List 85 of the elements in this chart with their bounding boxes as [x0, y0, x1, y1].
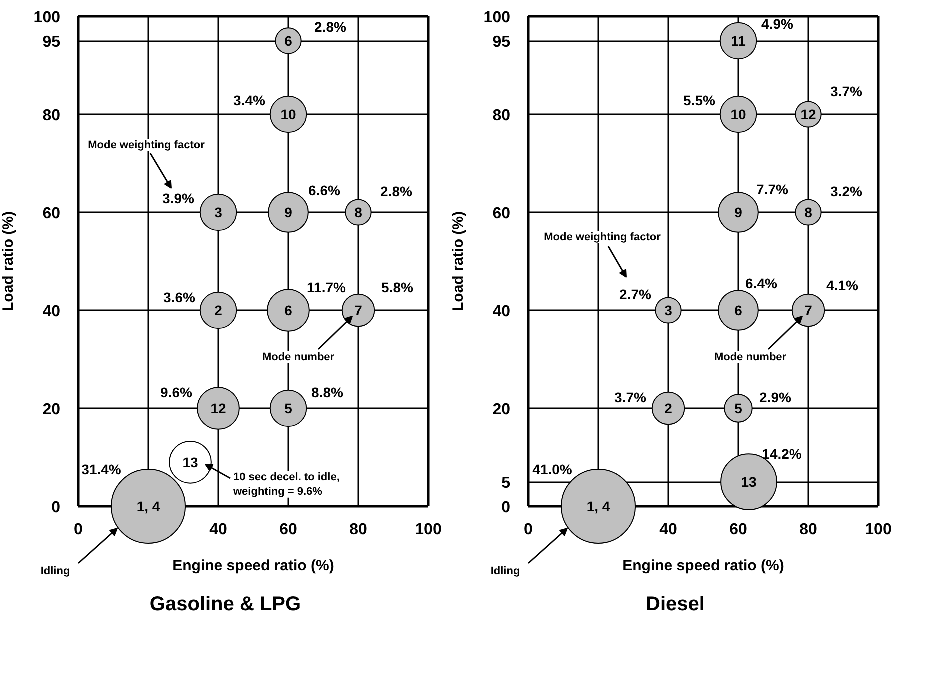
text: Idling [40, 566, 70, 578]
y-tick-label: 0 [502, 500, 511, 516]
annotation: 4.1% [826, 278, 860, 294]
text: Gasoline & LPG [150, 594, 302, 616]
annotation: 6 [284, 33, 293, 49]
annotation: 3.6% [164, 290, 196, 306]
x-tick-label: 100 [415, 522, 442, 538]
annotation: 6.6% [308, 182, 342, 198]
annotation: 8 [354, 204, 363, 220]
text: Idling [490, 566, 520, 578]
annotation: 10 [730, 106, 746, 122]
annotation: 5 [734, 400, 743, 416]
annotation: Mode number [262, 352, 336, 364]
annotation: 41.0% [532, 462, 573, 478]
annotation: 31.4% [82, 462, 122, 478]
annotation: 11 [731, 33, 746, 49]
y-tick-label: 100 [34, 10, 61, 26]
y-tick-label: 95 [42, 34, 61, 51]
annotation: 11.7% [307, 280, 347, 296]
y-tick-label: 20 [492, 402, 511, 418]
annotation: 6.4% [746, 276, 778, 292]
annotation: 9.6% [160, 384, 194, 400]
annotation: 1, 4 [586, 498, 610, 514]
x-tick-label: 100 [865, 522, 892, 538]
text: Diesel [646, 594, 705, 616]
y-tick-label: 0 [52, 500, 61, 516]
y-tick-label: 60 [42, 206, 61, 222]
y-axis-title: Load ratio (%) [450, 211, 467, 312]
annotation: 9 [284, 204, 293, 220]
x-tick-label: 0 [524, 522, 534, 538]
annotation: 12 [210, 400, 226, 416]
x-tick-label: 40 [210, 522, 228, 538]
y-tick-label: 80 [492, 108, 511, 124]
annotation: 4.9% [762, 16, 794, 32]
y-tick-label: 40 [42, 304, 61, 320]
x-tick-label: 0 [74, 522, 84, 538]
annotation: Mode weighting factor [544, 232, 662, 244]
annotation: 3.9% [162, 190, 196, 206]
annotation: 14.2% [762, 446, 802, 462]
annotation: 8.8% [312, 384, 344, 400]
annotation: 3.4% [234, 92, 266, 108]
y-tick-label: 80 [42, 108, 61, 124]
annotation: 13 [182, 454, 198, 470]
annotation: Mode number [714, 352, 788, 364]
annotation: 7 [804, 302, 813, 318]
annotation: 10 sec decel. to idle, weighting = 9.6% [232, 472, 340, 498]
x-tick-label: 60 [730, 522, 748, 538]
y-axis-title: Load ratio (%) [0, 211, 17, 312]
annotation: 2.9% [760, 390, 792, 406]
x-tick-label: 80 [350, 522, 368, 538]
y-tick-label: 40 [492, 304, 511, 320]
annotation: 3.7% [614, 390, 648, 406]
annotation: 13 [741, 474, 757, 490]
annotation: 9 [734, 204, 743, 220]
annotation: 7 [354, 302, 363, 318]
annotation: 2.8% [314, 19, 348, 35]
annotation: 3 [214, 204, 223, 220]
y-tick-label: 95 [492, 34, 511, 51]
x-axis-title: Engine speed ratio (%) [622, 558, 784, 574]
y-tick-label: 20 [42, 402, 61, 418]
annotation: 5.5% [684, 92, 716, 108]
annotation: 2 [664, 400, 673, 416]
annotation: 1, 4 [136, 498, 160, 514]
annotation: 2.7% [620, 286, 652, 302]
x-axis-title: Engine speed ratio (%) [172, 558, 334, 574]
annotation: 6 [284, 302, 293, 318]
x-tick-label: 60 [280, 522, 298, 538]
annotation: 8 [804, 204, 813, 220]
annotation: 12 [800, 106, 816, 122]
annotation: 7.7% [756, 182, 790, 198]
annotation: 6 [734, 302, 743, 318]
y-tick-label: 5 [502, 475, 511, 492]
annotation: 2 [214, 302, 223, 318]
annotation: 2.8% [380, 184, 414, 200]
annotation: 3.2% [830, 184, 864, 200]
x-tick-label: 80 [800, 522, 818, 538]
y-tick-label: 100 [484, 10, 511, 26]
annotation: 3 [664, 302, 673, 318]
y-tick-label: 60 [492, 206, 511, 222]
x-tick-label: 40 [660, 522, 678, 538]
annotation: 5.8% [382, 280, 414, 296]
annotation: 5 [284, 400, 293, 416]
annotation: 3.7% [830, 84, 864, 100]
annotation: 10 [280, 106, 296, 122]
annotation: Mode weighting factor [88, 140, 206, 152]
